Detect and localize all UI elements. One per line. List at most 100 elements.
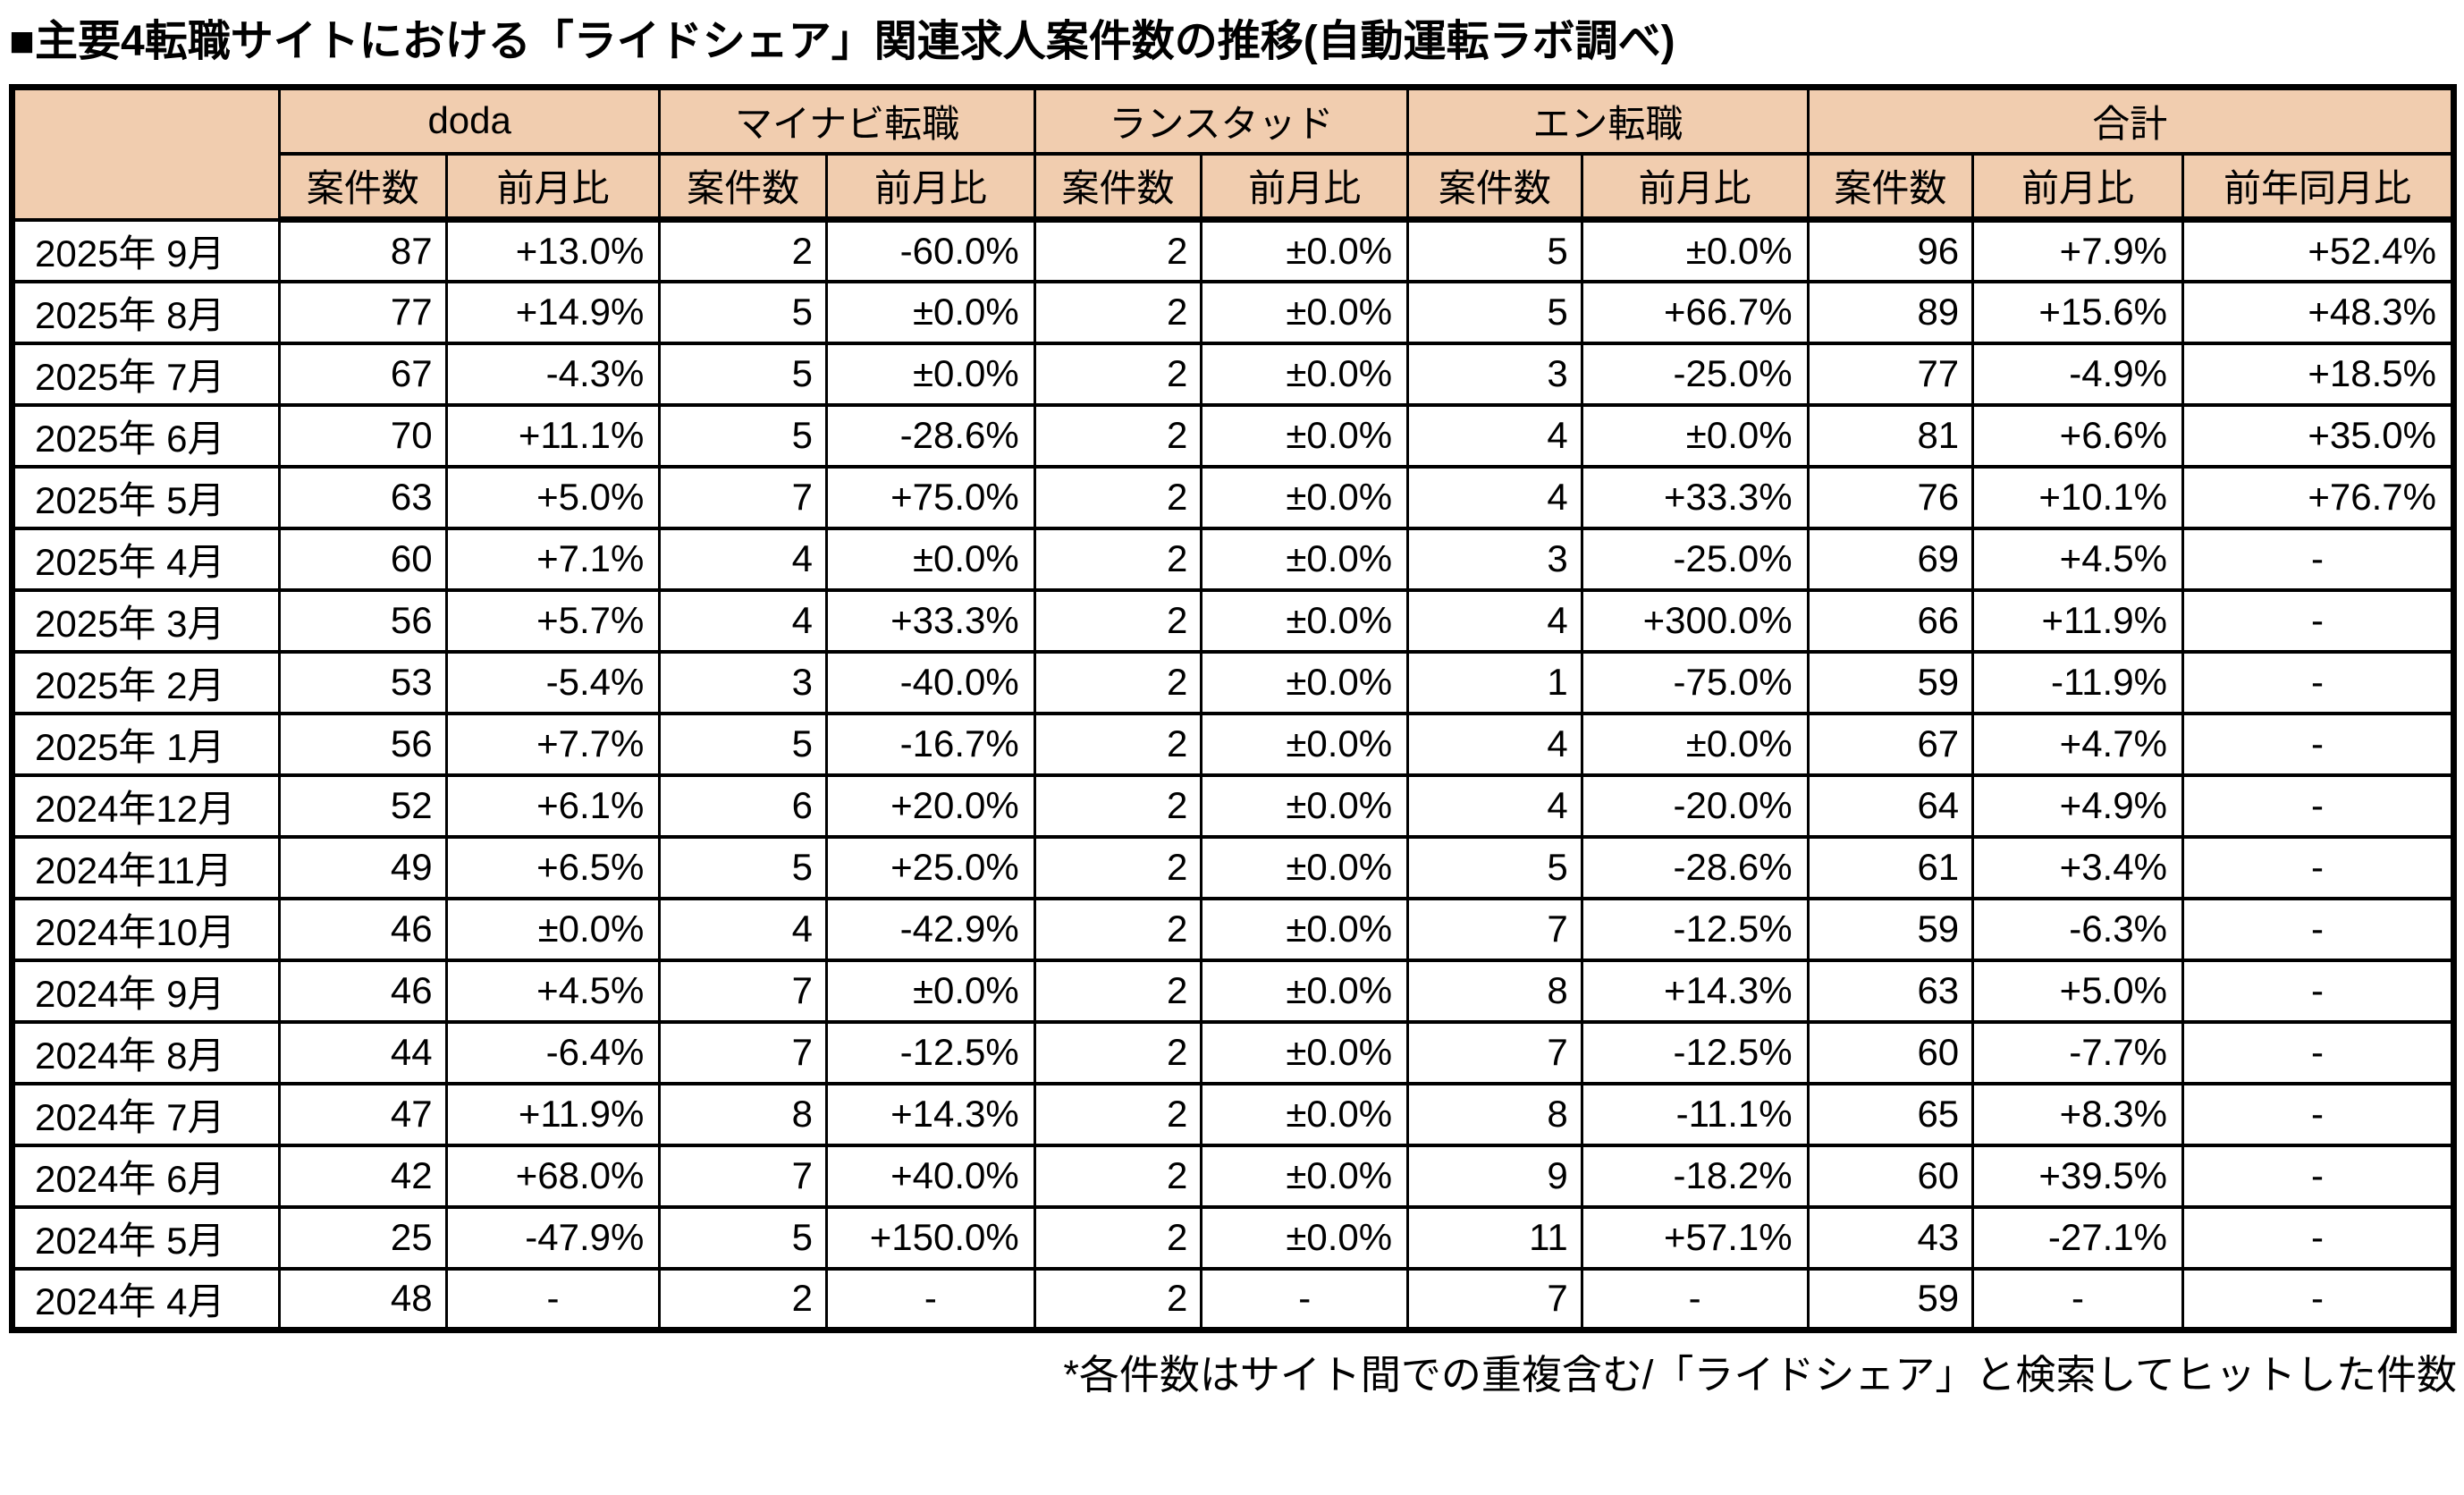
percent-cell: -28.6% [1580,834,1810,900]
count-cell: 77 [1806,341,1975,407]
percent-cell: ±0.0% [1200,649,1410,715]
table-row: 2024年11月 49 +6.5% 5 +25.0% 2 ±0.0% 5 -28.6% 61 +3.… [11,834,2456,900]
percent-cell: - [1971,1266,2184,1332]
count-cell: 2 [1033,1204,1203,1271]
count-cell: 3 [1406,341,1583,407]
percent-cell: ±0.0% [1200,896,1410,962]
percent-cell: -12.5% [1580,896,1810,962]
percent-cell: +40.0% [824,1143,1036,1209]
percent-cell: +8.3% [1971,1081,2184,1147]
month-cell: 2025年 7月 [11,341,281,407]
count-cell: 76 [1806,464,1975,530]
percent-cell: +4.5% [444,958,662,1024]
percent-cell: - [444,1266,662,1332]
percent-cell: ±0.0% [444,896,662,962]
percent-cell: -28.6% [824,402,1036,469]
column-header: 案件数 [1806,151,1975,223]
percent-cell: ±0.0% [1200,1019,1410,1085]
table-row: 2024年 8月 44 -6.4% 7 -12.5% 2 ±0.0% 7 -12.5% 60 -7.… [11,1019,2456,1085]
column-header: 案件数 [1033,151,1203,223]
count-cell: 5 [1406,834,1583,900]
count-cell: 70 [277,402,448,469]
table-row: 2024年 6月 42 +68.0% 7 +40.0% 2 ±0.0% 9 -18.2% 60 +3… [11,1143,2456,1209]
percent-cell: +6.6% [1971,402,2184,469]
percent-cell: +48.3% [2181,279,2456,345]
count-cell: 46 [277,958,448,1024]
table-header: doda マイナビ転職 ランスタッド エン転職 合計 案件数 前月比 案件数 前月比 案件数 前月… [11,85,2456,223]
percent-cell: +35.0% [2181,402,2456,469]
month-cell: 2025年 8月 [11,279,281,345]
month-cell: 2024年 7月 [11,1081,281,1147]
column-header: 案件数 [277,151,448,223]
percent-cell: -6.4% [444,1019,662,1085]
percent-cell: +75.0% [824,464,1036,530]
percent-cell: ±0.0% [1200,773,1410,839]
count-cell: 60 [1806,1143,1975,1209]
footnote: *各件数はサイト間での重複含む/「ライドシェア」と検索してヒットした件数 [1063,1352,2457,1398]
count-cell: 61 [1806,834,1975,900]
table-row: 2024年 7月 47 +11.9% 8 +14.3% 2 ±0.0% 8 -11.1% 65 +8… [11,1081,2456,1147]
column-group-label: ランスタッド [1033,85,1410,156]
count-cell: 4 [1406,773,1583,839]
percent-cell: ±0.0% [1200,464,1410,530]
percent-cell: ±0.0% [1200,279,1410,345]
corner-cell [11,85,281,222]
count-cell: 4 [1406,464,1583,530]
percent-cell: -4.3% [444,341,662,407]
count-cell: 2 [1033,1081,1203,1147]
percent-cell: ±0.0% [1200,587,1410,654]
page-title: ■主要4転職サイトにおける「ライドシェア」関連求人案件数の推移(自動運転ラボ調べ… [9,18,1675,65]
count-cell: 89 [1806,279,1975,345]
count-cell: 63 [1806,958,1975,1024]
percent-cell: - [2181,958,2456,1024]
count-cell: 59 [1806,1266,1975,1332]
percent-cell: - [2181,896,2456,962]
percent-cell: - [2181,1143,2456,1209]
count-cell: 5 [658,834,828,900]
percent-cell: +11.1% [444,402,662,469]
count-cell: 4 [658,896,828,962]
month-cell: 2024年 6月 [11,1143,281,1209]
count-cell: 44 [277,1019,448,1085]
table-row: 2025年 9月 87 +13.0% 2 -60.0% 2 ±0.0% 5 ±0.0% 96 +7.… [11,217,2456,283]
percent-cell: - [2181,773,2456,839]
column-group-label: 合計 [1806,85,2456,156]
count-cell: 3 [658,649,828,715]
count-cell: 49 [277,834,448,900]
count-cell: 8 [1406,958,1583,1024]
count-cell: 59 [1806,649,1975,715]
percent-cell: -11.1% [1580,1081,1810,1147]
count-cell: 5 [1406,217,1583,283]
count-cell: 2 [1033,341,1203,407]
table-row: 2025年 3月 56 +5.7% 4 +33.3% 2 ±0.0% 4 +300.0% 66 +1… [11,587,2456,654]
column-header: 案件数 [658,151,828,223]
count-cell: 2 [1033,958,1203,1024]
count-cell: 11 [1406,1204,1583,1271]
count-cell: 60 [1806,1019,1975,1085]
count-cell: 2 [1033,711,1203,777]
percent-cell: +5.0% [444,464,662,530]
count-cell: 2 [1033,649,1203,715]
count-cell: 67 [1806,711,1975,777]
percent-cell: ±0.0% [824,958,1036,1024]
count-cell: 1 [1406,649,1583,715]
month-cell: 2024年 5月 [11,1204,281,1271]
table-row: 2024年12月 52 +6.1% 6 +20.0% 2 ±0.0% 4 -20.0% 64 +4.… [11,773,2456,839]
month-cell: 2024年10月 [11,896,281,962]
count-cell: 52 [277,773,448,839]
percent-cell: ±0.0% [1200,711,1410,777]
percent-cell: +5.0% [1971,958,2184,1024]
percent-cell: -18.2% [1580,1143,1810,1209]
percent-cell: +3.4% [1971,834,2184,900]
percent-cell: ±0.0% [824,279,1036,345]
count-cell: 56 [277,711,448,777]
count-cell: 67 [277,341,448,407]
month-cell: 2024年11月 [11,834,281,900]
count-cell: 47 [277,1081,448,1147]
percent-cell: ±0.0% [1200,341,1410,407]
count-cell: 7 [1406,1019,1583,1085]
column-header: 前月比 [1580,151,1810,223]
percent-cell: +14.9% [444,279,662,345]
month-cell: 2024年 8月 [11,1019,281,1085]
month-cell: 2025年 3月 [11,587,281,654]
